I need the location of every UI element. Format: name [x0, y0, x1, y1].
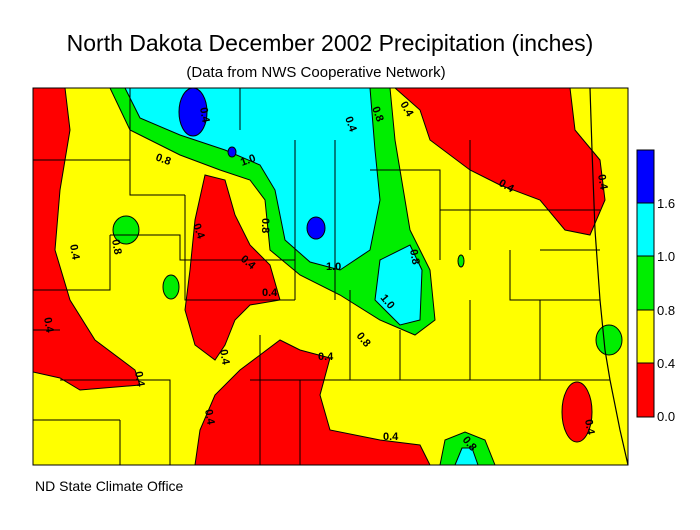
contour-label: 0.4: [41, 316, 56, 334]
contour-label: 0.8: [154, 152, 172, 169]
region-blue-2: [306, 216, 326, 240]
legend-swatch-green: [636, 255, 655, 311]
region-cyan-east: [374, 244, 423, 326]
contour-label: 0.4: [262, 287, 278, 299]
region-green-spot-3: [595, 324, 623, 356]
county-boundaries: [32, 87, 629, 466]
region-green-spot-4: [457, 254, 465, 268]
region-blue-3: [227, 146, 237, 158]
legend-swatch-blue: [636, 149, 655, 204]
legend: 1.6 1.0 0.8 0.4 0.0: [636, 149, 675, 424]
contour-label: 0.4: [190, 222, 207, 241]
contour-label: 0.4: [342, 115, 359, 134]
contour-label: 0.4: [318, 351, 334, 363]
contour-label: 0.4: [383, 431, 399, 443]
contour-label: 0.8: [109, 238, 123, 255]
contour-label: 0.4: [67, 243, 82, 261]
legend-tick: 1.6: [657, 196, 675, 211]
legend-swatch-red: [636, 362, 655, 418]
contour-label: 0.4: [132, 370, 147, 388]
contour-label: 0.4: [582, 418, 597, 436]
map-subtitle: (Data from NWS Cooperative Network): [186, 64, 446, 81]
region-green-spot-2: [162, 274, 180, 300]
legend-swatch-cyan: [636, 202, 655, 257]
map-title: North Dakota December 2002 Precipitation…: [66, 30, 594, 56]
contour-label: 0.4: [202, 408, 217, 426]
region-red-ne: [393, 87, 606, 236]
legend-tick: 1.0: [657, 249, 675, 264]
region-green-spot-1: [112, 215, 140, 245]
region-red-nw: [32, 87, 141, 391]
contour-label: 0.4: [197, 106, 212, 124]
contour-label: 0.8: [407, 248, 421, 265]
region-red-south: [194, 339, 431, 466]
contour-label: 1.0: [326, 261, 341, 273]
contour-label: 0.8: [259, 218, 271, 233]
legend-tick: 0.4: [657, 356, 675, 371]
contour-label: 0.8: [369, 105, 386, 123]
legend-tick: 0.8: [657, 303, 675, 318]
legend-tick: 0.0: [657, 409, 675, 424]
contour-label: 0.4: [595, 173, 610, 191]
region-red-central: [184, 174, 281, 361]
contour-label: 1.0: [239, 152, 257, 169]
legend-swatch-yellow: [636, 309, 655, 364]
credit-text: ND State Climate Office: [35, 478, 184, 494]
contour-label: 0.4: [217, 348, 232, 366]
region-red-se: [561, 381, 593, 443]
